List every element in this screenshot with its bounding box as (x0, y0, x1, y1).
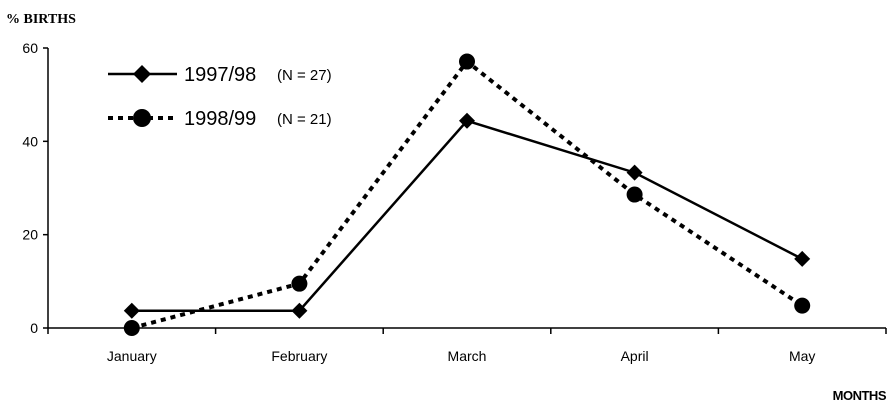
data-point-series-0 (123, 302, 140, 319)
y-tick-label: 20 (22, 227, 38, 243)
y-axis-label: % BIRTHS (6, 12, 76, 27)
data-point-series-1 (459, 53, 475, 70)
legend-label-0: 1997/98 (184, 64, 256, 86)
x-tick-label: January (107, 348, 157, 364)
data-point-series-0 (291, 302, 308, 319)
legend-marker-1 (133, 109, 151, 127)
data-point-series-0 (794, 250, 811, 267)
data-point-series-1 (626, 186, 643, 203)
legend-count-1: (N = 21) (277, 111, 332, 128)
series-line-0 (131, 119, 803, 312)
y-tick-label: 0 (30, 320, 38, 336)
x-axis-label: MONTHS (833, 388, 887, 403)
data-point-series-0 (459, 112, 475, 129)
data-point-series-1 (794, 297, 811, 314)
series-line-1 (131, 58, 804, 330)
data-point-series-1 (291, 275, 308, 292)
y-tick-label: 60 (22, 40, 38, 56)
x-tick-label: March (448, 348, 487, 364)
legend-count-0: (N = 27) (277, 67, 332, 84)
data-point-series-1 (123, 320, 140, 336)
x-tick-label: April (621, 348, 649, 364)
legend-label-1: 1998/99 (184, 108, 256, 130)
x-tick-label: May (789, 348, 815, 364)
legend-marker-0 (133, 65, 151, 83)
x-tick-label: February (271, 348, 327, 364)
data-point-series-0 (626, 164, 643, 181)
y-tick-label: 40 (22, 133, 38, 149)
